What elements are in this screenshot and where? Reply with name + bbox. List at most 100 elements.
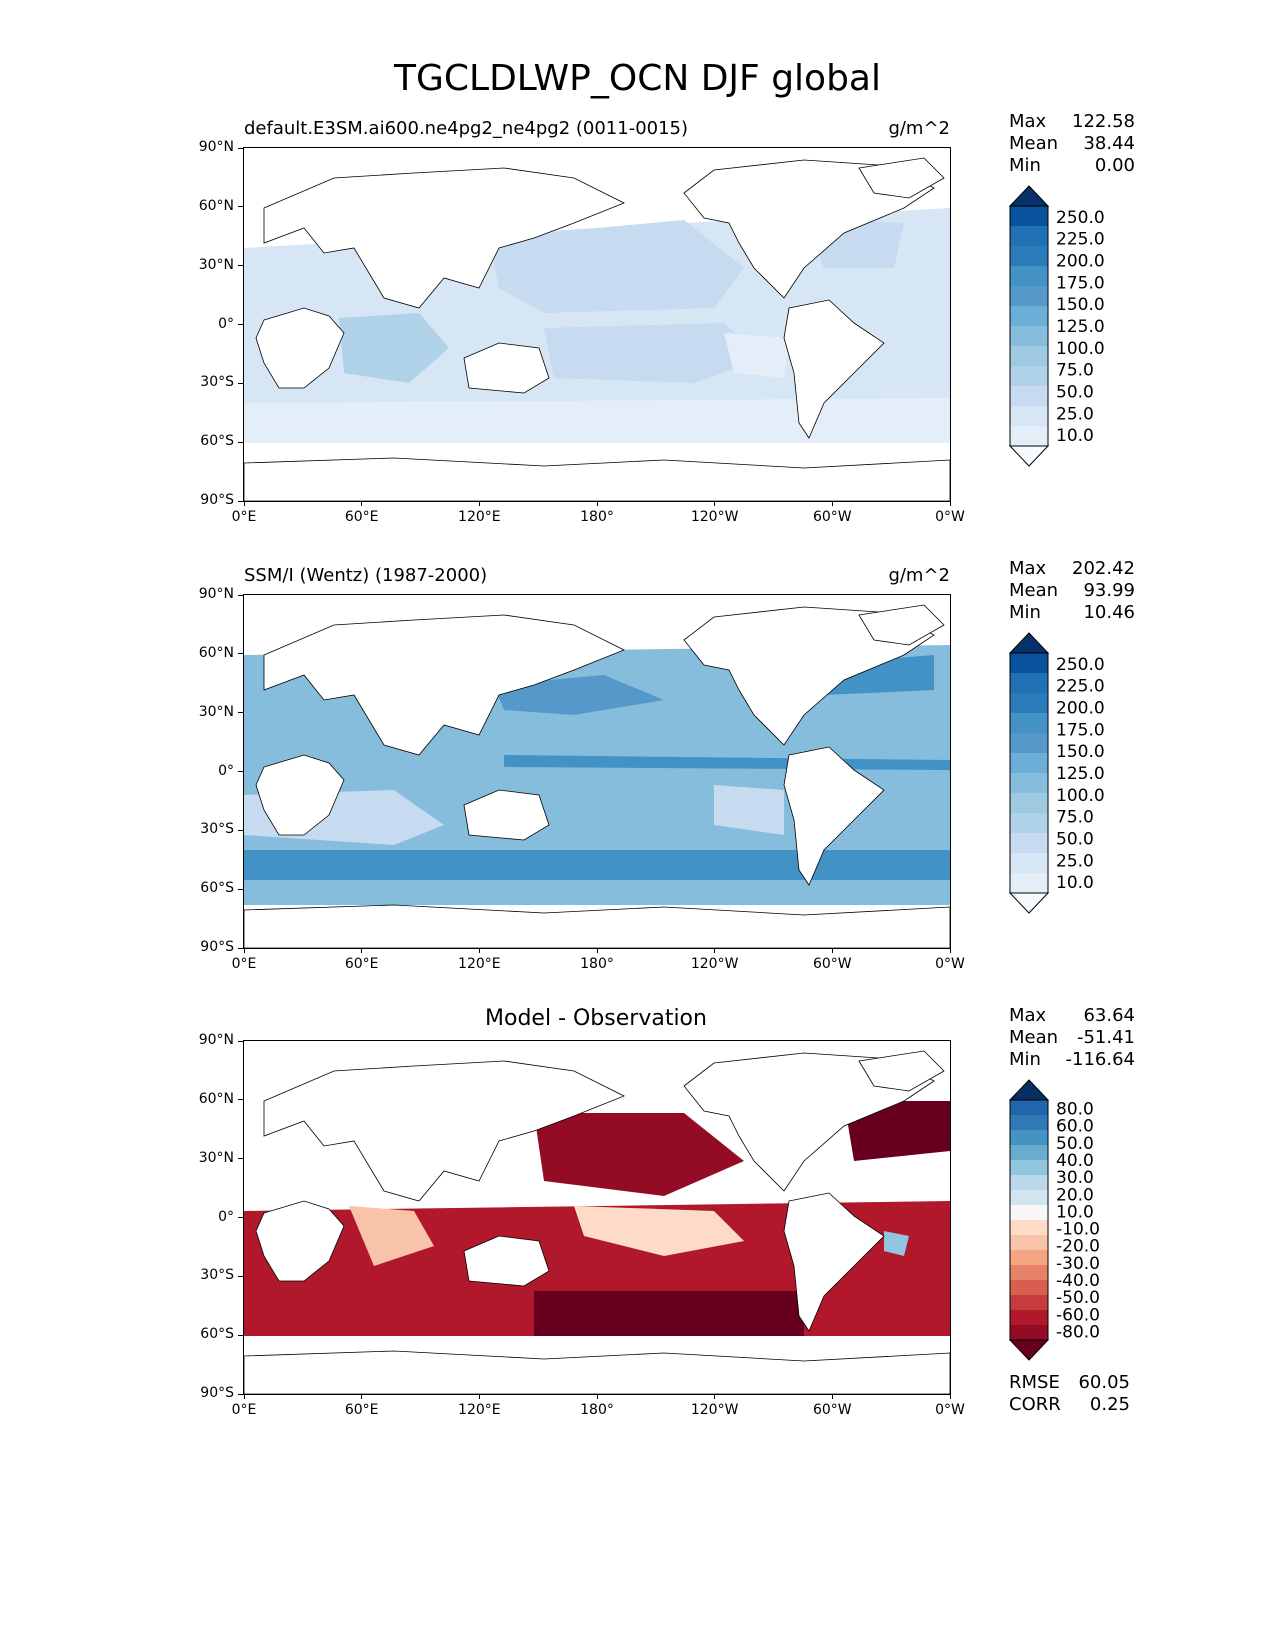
colorbar-label: 225.0: [1056, 677, 1105, 697]
colorbar-label: 225.0: [1056, 230, 1105, 250]
y-tick-mark: [238, 712, 243, 714]
colorbar-label: -40.0: [1056, 1271, 1100, 1291]
x-tick-label: 60°W: [812, 509, 852, 525]
x-tick-mark: [831, 948, 833, 953]
y-tick-label: 30°N: [198, 256, 234, 273]
y-tick-label: 60°S: [200, 880, 234, 897]
panel-1-stats: Max 122.58 Mean 38.44 Min 0.00: [1009, 111, 1135, 177]
land-antarctica: [244, 457, 950, 501]
land-eurasia: [263, 167, 625, 309]
colorbar-segment: [1010, 793, 1048, 814]
colorbar-label: 75.0: [1056, 361, 1094, 381]
x-tick-mark: [596, 948, 598, 953]
x-tick-label: 60°E: [344, 956, 379, 972]
y-tick-mark: [238, 1158, 243, 1160]
x-tick-label: 120°W: [690, 956, 739, 972]
x-tick-label: 0°W: [935, 1402, 965, 1418]
panel-2-units: g/m^2: [888, 565, 950, 586]
colorbar-label: 150.0: [1056, 295, 1105, 315]
colorbar-segment: [1010, 853, 1048, 874]
colorbar-segment: [1010, 1325, 1048, 1341]
land-australia: [463, 1235, 550, 1287]
colorbar-segment: [1010, 426, 1048, 447]
land-eurasia: [263, 614, 625, 756]
y-tick-mark: [238, 653, 243, 655]
stat-max-label: Max: [1009, 1005, 1047, 1026]
colorbar-label: -80.0: [1056, 1322, 1100, 1342]
y-tick-mark: [238, 1393, 243, 1395]
x-tick-label: 60°E: [344, 1402, 379, 1418]
x-tick-label: 0°E: [231, 509, 257, 525]
panel-3-map: 0°E 60°E 120°E 180° 120°W 60°W 0°W 90°N 60°N 30°N…: [199, 1032, 965, 1418]
colorbar-label: 30.0: [1056, 1168, 1094, 1188]
colorbar-segment: [1010, 713, 1048, 734]
colorbar-outline: [1009, 205, 1049, 447]
stat-mean-value: 93.99: [1083, 580, 1135, 601]
x-tick-label: 120°E: [458, 509, 501, 525]
y-tick-mark: [238, 947, 243, 949]
colorbar-segment: [1010, 1130, 1048, 1146]
panel-1-title: default.E3SM.ai600.ne4pg2_ne4pg2 (0011-0…: [244, 118, 689, 139]
colorbar-label: -10.0: [1056, 1220, 1100, 1240]
stat-mean-value: -51.41: [1076, 1027, 1135, 1048]
x-tick-label: 60°W: [812, 956, 852, 972]
land-australia: [463, 342, 550, 394]
colorbar-label: 125.0: [1056, 764, 1105, 784]
x-tick-mark: [478, 501, 480, 506]
colorbar-segment: [1010, 1220, 1048, 1236]
y-tick-label: 90°N: [198, 586, 234, 602]
colorbar-segment: [1010, 753, 1048, 774]
colorbar-label: 250.0: [1056, 655, 1105, 675]
land-greenland: [858, 604, 945, 646]
y-tick-mark: [238, 1217, 243, 1218]
x-tick-label: 120°E: [458, 1402, 501, 1418]
y-tick-label: 90°S: [200, 1385, 234, 1401]
map-canvas: [244, 157, 950, 501]
x-tick-mark: [831, 501, 833, 506]
colorbar-label: -50.0: [1056, 1288, 1100, 1308]
colorbar-label: 50.0: [1056, 382, 1094, 402]
colorbar-segment: [1010, 1160, 1048, 1176]
land-south-america: [783, 1192, 885, 1332]
colorbar-extend-min: [1008, 445, 1050, 467]
x-tick-label: 120°W: [690, 1402, 739, 1418]
x-tick-mark: [361, 1394, 363, 1399]
colorbar-segment: [1010, 1115, 1048, 1131]
stat-max-value: 122.58: [1072, 111, 1135, 132]
x-tick-label: 0°E: [231, 956, 257, 972]
x-tick-mark: [831, 1394, 833, 1399]
y-tick-mark: [238, 888, 243, 890]
colorbar-segment: [1010, 1145, 1048, 1161]
colorbar-label: 20.0: [1056, 1185, 1094, 1205]
x-tick-mark: [361, 948, 363, 953]
x-tick-mark: [478, 948, 480, 953]
panel-3-title: Model - Observation: [485, 1006, 707, 1031]
field-north-pacific: [534, 1113, 744, 1196]
land-eurasia: [263, 1060, 625, 1202]
colorbar-segment: [1010, 286, 1048, 307]
y-tick-mark: [238, 265, 243, 267]
colorbar-segment: [1010, 346, 1048, 367]
land-greenland: [858, 157, 945, 199]
x-tick-mark: [478, 1394, 480, 1399]
x-tick-label: 0°W: [935, 956, 965, 972]
land-antarctica: [244, 904, 950, 948]
land-australia: [463, 789, 550, 841]
field-east-pacific-clear: [714, 785, 784, 835]
colorbar-extend-min: [1008, 1339, 1050, 1361]
x-tick-label: 120°W: [690, 509, 739, 525]
colorbar-outline: [1009, 652, 1049, 894]
colorbar-extend-max: [1008, 185, 1050, 207]
x-tick-label: 180°: [580, 1402, 614, 1418]
colorbar-segment: [1010, 1175, 1048, 1191]
colorbar-extend-max: [1008, 632, 1050, 654]
land-africa: [255, 1200, 345, 1282]
colorbar-segment: [1010, 813, 1048, 834]
y-tick-label: 60°N: [198, 1090, 234, 1107]
colorbar-segment: [1010, 1100, 1048, 1116]
stat-min-label: Min: [1009, 155, 1041, 176]
colorbar-segment: [1010, 693, 1048, 714]
y-tick-label: 60°N: [198, 644, 234, 661]
colorbar-label: 100.0: [1056, 339, 1105, 359]
y-tick-mark: [238, 1334, 243, 1336]
